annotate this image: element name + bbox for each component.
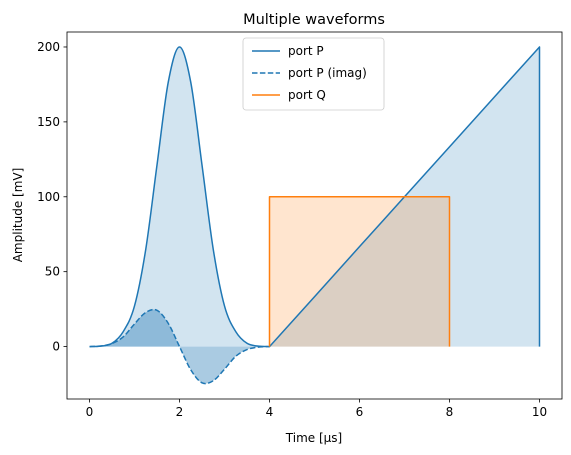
series-lines bbox=[89, 46, 541, 385]
legend-label-port-p-imag: port P (imag) bbox=[288, 66, 367, 80]
chart-title: Multiple waveforms bbox=[243, 12, 385, 28]
port-p-fill bbox=[89, 46, 540, 347]
port-p-imag-line bbox=[89, 308, 270, 385]
legend-label-port-p: port P bbox=[288, 44, 324, 58]
y-tick-label: 50 bbox=[45, 265, 60, 279]
y-tick-label: 0 bbox=[52, 340, 60, 354]
series-fills bbox=[89, 46, 540, 384]
y-tick-label: 150 bbox=[37, 115, 60, 129]
x-axis: 0 2 4 6 8 10 bbox=[86, 399, 547, 419]
legend-label-port-q: port Q bbox=[288, 88, 326, 102]
x-tick-label: 10 bbox=[532, 405, 547, 419]
legend: port P port P (imag) port Q bbox=[242, 37, 385, 111]
x-tick-label: 0 bbox=[86, 405, 94, 419]
y-tick-label: 100 bbox=[37, 190, 60, 204]
port-p-line bbox=[89, 46, 541, 348]
port-p-imag-fill bbox=[89, 309, 270, 384]
y-axis-label: Amplitude [mV] bbox=[11, 168, 25, 263]
x-axis-label: Time [µs] bbox=[285, 431, 342, 445]
x-tick-label: 6 bbox=[356, 405, 364, 419]
port-q-fill bbox=[269, 196, 450, 347]
x-tick-label: 2 bbox=[176, 405, 184, 419]
port-q-line bbox=[268, 196, 451, 347]
x-tick-label: 8 bbox=[446, 405, 454, 419]
y-tick-label: 200 bbox=[37, 40, 60, 54]
legend-box bbox=[242, 37, 385, 111]
x-tick-label: 4 bbox=[266, 405, 274, 419]
plot-area-frame bbox=[66, 31, 563, 400]
y-axis: 0 50 100 150 200 bbox=[37, 40, 67, 354]
